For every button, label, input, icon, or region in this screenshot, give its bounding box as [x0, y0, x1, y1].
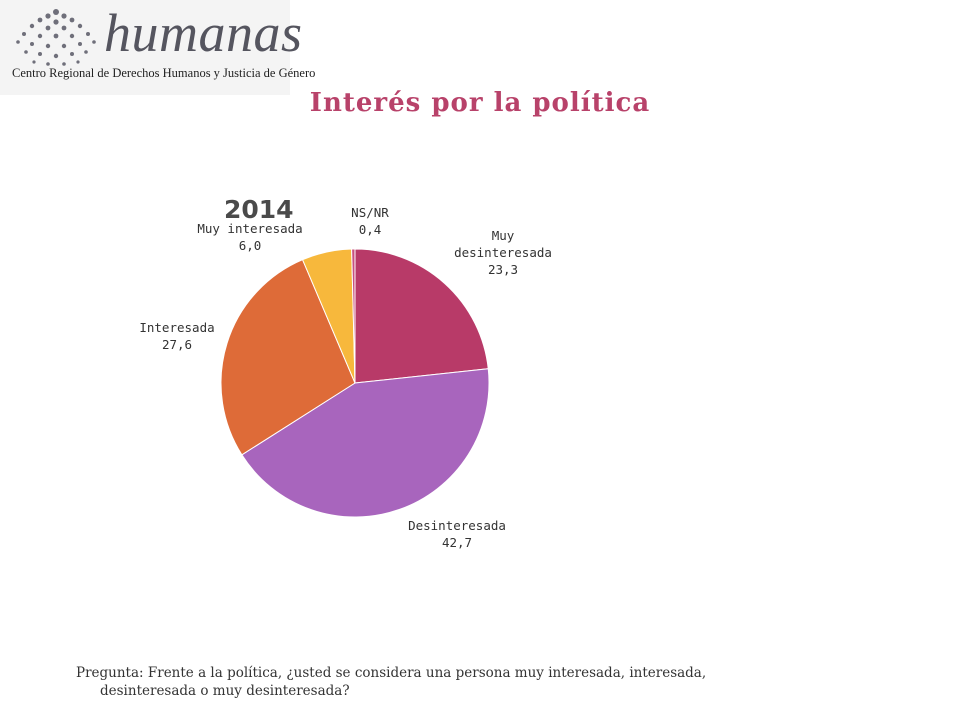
pie-slice-muy-desinteresada: [354, 248, 489, 384]
survey-question: Pregunta: Frente a la política, ¿usted s…: [76, 664, 836, 700]
logo-emblem-icon: [16, 9, 96, 66]
slice-name: Muy: [492, 228, 515, 243]
pie-slice-ns-nr: [351, 248, 356, 384]
pie-slice-interesada: [220, 259, 356, 456]
slice-name: Muy interesada: [197, 221, 302, 236]
slice-value: 6,0: [239, 238, 262, 253]
slice-name: desinteresada: [454, 245, 552, 260]
slice-label-muy-interesada: Muy interesada 6,0: [197, 221, 302, 253]
slice-labels: Muy desinteresada 23,3 Desinteresada 42,7 Int…: [139, 205, 552, 550]
slice-value: 27,6: [162, 337, 192, 352]
slice-label-ns-nr: NS/NR 0,4: [351, 205, 389, 237]
slice-label-desinteresada: Desinteresada 42,7: [408, 518, 506, 550]
page-title: Interés por la política: [309, 88, 651, 118]
logo-wordmark: humanas: [104, 3, 303, 63]
pie-slices: [220, 248, 490, 518]
question-line-1: Pregunta: Frente a la política, ¿usted s…: [76, 665, 707, 681]
slice-value: 0,4: [359, 222, 382, 237]
slice-name: Interesada: [139, 320, 214, 335]
logo-subtitle: Centro Regional de Derechos Humanos y Ju…: [12, 66, 316, 80]
slice-name: Desinteresada: [408, 518, 506, 533]
slice-label-muy-desinteresada: Muy desinteresada 23,3: [454, 228, 552, 277]
question-line-2: desinteresada o muy desinteresada?: [100, 683, 350, 699]
pie-slice-desinteresada: [241, 368, 490, 518]
humanas-logo: humanas Centro Regional de Derechos Huma…: [0, 0, 315, 95]
slice-name: NS/NR: [351, 205, 389, 220]
slice-value: 23,3: [488, 262, 518, 277]
chart-title: 2014: [224, 195, 294, 224]
slice-label-interesada: Interesada 27,6: [139, 320, 214, 352]
slice-value: 42,7: [442, 535, 472, 550]
